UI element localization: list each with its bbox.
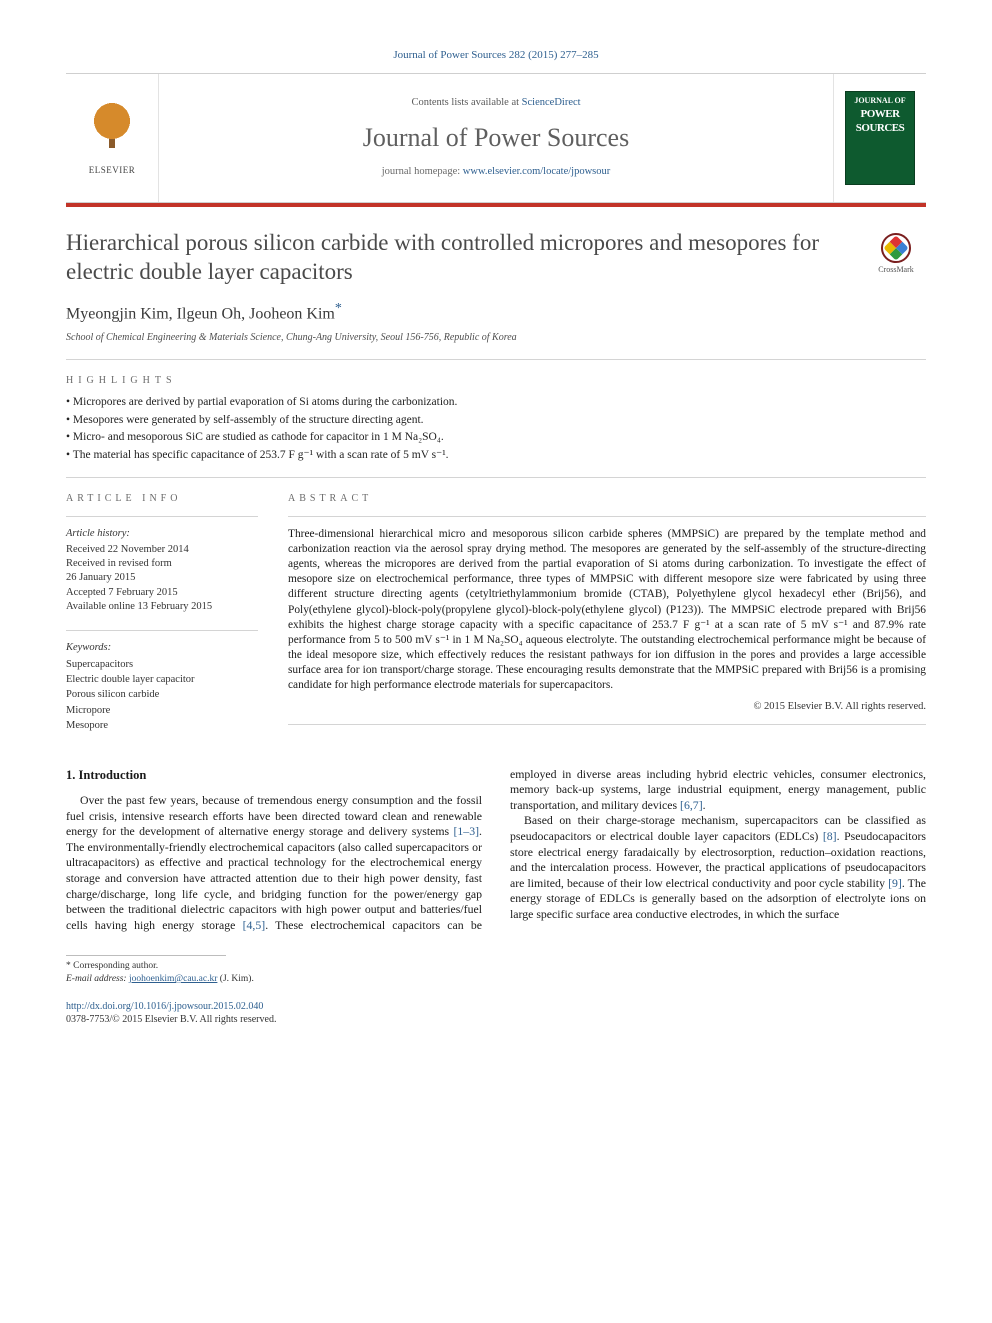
affiliation: School of Chemical Engineering & Materia… [66,331,926,345]
body-two-column: 1. Introduction Over the past few years,… [66,767,926,934]
email-label: E-mail address: [66,974,127,984]
email-author-paren: (J. Kim). [220,974,254,984]
citation-ref[interactable]: [8] [823,829,837,843]
article-info-heading: ARTICLE INFO [66,492,258,506]
keywords-label: Keywords: [66,630,258,655]
divider [288,724,926,725]
crossmark-icon [883,235,908,260]
history-item: Received 22 November 2014 [66,543,258,557]
citation-ref[interactable]: [9] [888,876,902,890]
contents-prefix: Contents lists available at [411,97,521,108]
publisher-logo-block: ELSEVIER [66,74,158,202]
history-label: Article history: [66,527,258,541]
corresponding-mark: * [335,301,342,316]
homepage-prefix: journal homepage: [382,166,463,177]
divider [66,359,926,360]
keyword-item: Electric double layer capacitor [66,672,258,687]
highlight-item: Mesopores were generated by self-assembl… [66,413,926,429]
highlights-list: Micropores are derived by partial evapor… [66,395,926,463]
journal-name: Journal of Power Sources [363,120,629,155]
highlight-item: The material has specific capacitance of… [66,448,926,464]
article-info-column: ARTICLE INFO Article history: Received 2… [66,492,258,734]
citation-line: Journal of Power Sources 282 (2015) 277–… [66,48,926,63]
cover-main-2: SOURCES [856,121,904,136]
crossmark-label: CrossMark [878,265,914,276]
section-heading-introduction: 1. Introduction [66,767,482,784]
history-item: Accepted 7 February 2015 [66,586,258,600]
article-title: Hierarchical porous silicon carbide with… [66,229,850,287]
divider [288,516,926,517]
keywords-list: Supercapacitors Electric double layer ca… [66,657,258,733]
divider [66,516,258,517]
abstract-column: ABSTRACT Three-dimensional hierarchical … [288,492,926,734]
highlights-heading: HIGHLIGHTS [66,374,926,388]
corresponding-author-note: * Corresponding author. [66,960,926,973]
body-text: . [703,798,706,812]
keyword-item: Micropore [66,703,258,718]
elsevier-tree-icon [85,100,139,160]
footnote-rule [66,955,226,956]
citation-ref[interactable]: [4,5] [243,918,266,932]
body-paragraph: Based on their charge-storage mechanism,… [510,813,926,922]
cover-top-text: JOURNAL OF [854,96,905,107]
abstract-copyright: © 2015 Elsevier B.V. All rights reserved… [288,700,926,714]
red-divider [66,203,926,207]
footnotes: * Corresponding author. E-mail address: … [66,960,926,986]
crossmark-badge[interactable]: CrossMark [866,233,926,276]
journal-homepage-line: journal homepage: www.elsevier.com/locat… [382,165,611,179]
publisher-label: ELSEVIER [89,164,136,176]
body-text: Over the past few years, because of trem… [66,793,482,838]
keyword-item: Porous silicon carbide [66,687,258,702]
body-text: . The environmentally-friendly electroch… [66,824,482,931]
abstract-heading: ABSTRACT [288,492,926,506]
issn-copyright-line: 0378-7753/© 2015 Elsevier B.V. All right… [66,1013,926,1027]
history-item: Available online 13 February 2015 [66,600,258,614]
masthead: ELSEVIER Contents lists available at Sci… [66,73,926,203]
citation-ref[interactable]: [6,7] [680,798,703,812]
highlight-item: Micropores are derived by partial evapor… [66,395,926,411]
journal-cover-thumb: JOURNAL OF POWER SOURCES [834,74,926,202]
citation-ref[interactable]: [1–3] [453,824,479,838]
journal-homepage-link[interactable]: www.elsevier.com/locate/jpowsour [463,166,610,177]
divider [66,477,926,478]
abstract-text: Three-dimensional hierarchical micro and… [288,527,926,694]
keyword-item: Supercapacitors [66,657,258,672]
sciencedirect-link[interactable]: ScienceDirect [522,97,581,108]
contents-lists-line: Contents lists available at ScienceDirec… [411,96,580,110]
history-item: 26 January 2015 [66,571,258,585]
doi-block: http://dx.doi.org/10.1016/j.jpowsour.201… [66,1000,926,1027]
keyword-item: Mesopore [66,718,258,733]
history-item: Received in revised form [66,557,258,571]
history-list: Received 22 November 2014 Received in re… [66,543,258,614]
highlight-item: Micro- and mesoporous SiC are studied as… [66,430,926,446]
cover-main-1: POWER [860,107,899,122]
authors-names: Myeongjin Kim, Ilgeun Oh, Jooheon Kim [66,306,335,323]
corresponding-email-link[interactable]: joohoenkim@cau.ac.kr [129,974,217,984]
authors-line: Myeongjin Kim, Ilgeun Oh, Jooheon Kim* [66,300,926,325]
doi-link[interactable]: http://dx.doi.org/10.1016/j.jpowsour.201… [66,1001,263,1012]
